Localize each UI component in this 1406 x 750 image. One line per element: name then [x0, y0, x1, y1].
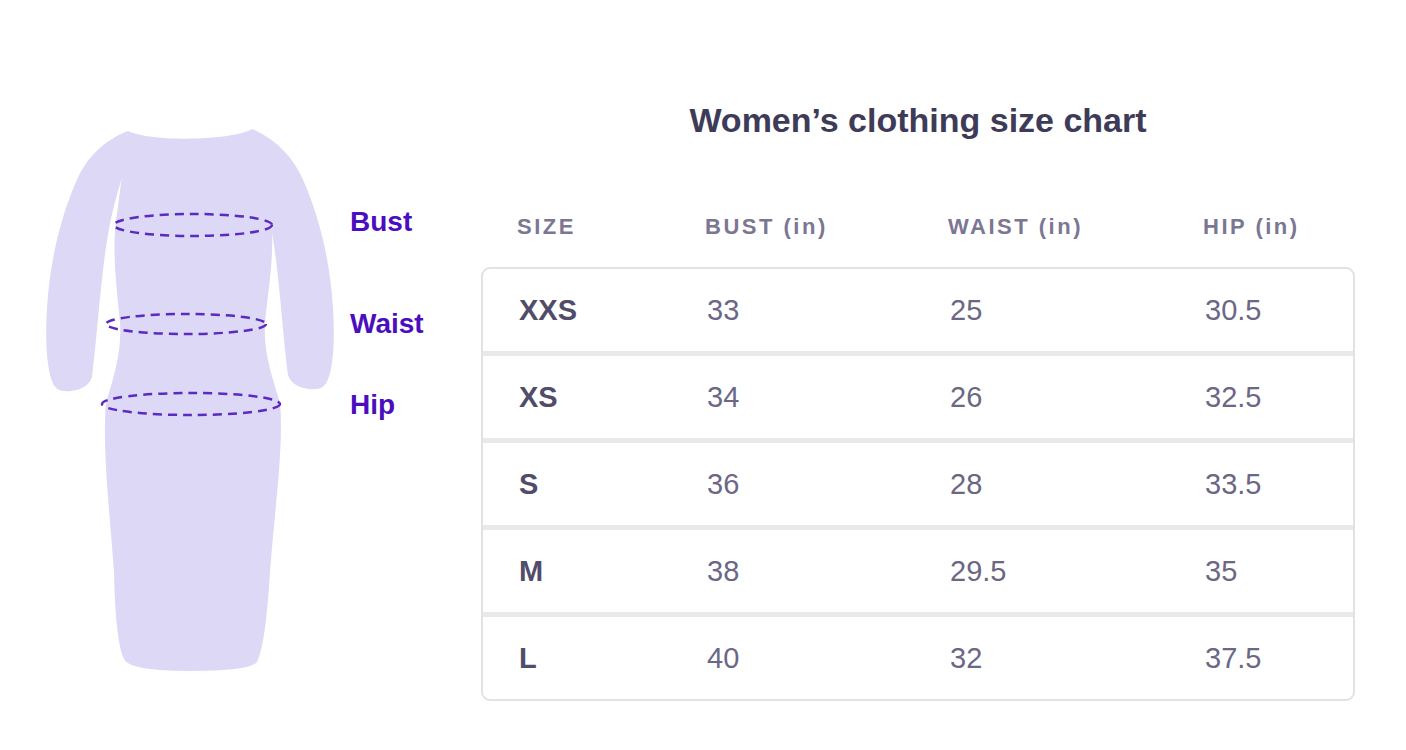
bust-value: 38	[671, 555, 914, 588]
column-header-waist: WAIST (in)	[912, 214, 1167, 240]
table-header-row: SIZE BUST (in) WAIST (in) HIP (in)	[481, 214, 1355, 240]
hip-label: Hip	[350, 391, 395, 419]
size-value: L	[483, 642, 671, 675]
table-row: L 40 32 37.5	[483, 612, 1353, 699]
table-row: XXS 33 25 30.5	[483, 269, 1353, 351]
bust-value: 33	[671, 294, 914, 327]
dress-illustration: Bust Waist Hip	[0, 0, 470, 750]
bust-value: 40	[671, 642, 914, 675]
page-title: Women’s clothing size chart	[481, 100, 1355, 141]
column-header-bust: BUST (in)	[669, 214, 912, 240]
size-chart-page: Bust Waist Hip Women’s clothing size cha…	[0, 0, 1406, 750]
waist-value: 32	[914, 642, 1169, 675]
waist-value: 26	[914, 381, 1169, 414]
hip-value: 35	[1169, 555, 1353, 588]
table-row: M 38 29.5 35	[483, 525, 1353, 612]
table-row: XS 34 26 32.5	[483, 351, 1353, 438]
size-value: M	[483, 555, 671, 588]
waist-value: 28	[914, 468, 1169, 501]
bust-value: 34	[671, 381, 914, 414]
hip-value: 37.5	[1169, 642, 1353, 675]
column-header-hip: HIP (in)	[1167, 214, 1355, 240]
column-header-size: SIZE	[481, 214, 669, 240]
size-value: S	[483, 468, 671, 501]
bust-value: 36	[671, 468, 914, 501]
hip-value: 33.5	[1169, 468, 1353, 501]
table-row: S 36 28 33.5	[483, 438, 1353, 525]
size-value: XXS	[483, 294, 671, 327]
dress-silhouette-svg	[0, 0, 470, 750]
waist-value: 25	[914, 294, 1169, 327]
bust-label: Bust	[350, 208, 412, 236]
waist-label: Waist	[350, 310, 424, 338]
hip-value: 30.5	[1169, 294, 1353, 327]
size-value: XS	[483, 381, 671, 414]
hip-value: 32.5	[1169, 381, 1353, 414]
waist-value: 29.5	[914, 555, 1169, 588]
dress-body	[105, 129, 281, 671]
size-table: XXS 33 25 30.5 XS 34 26 32.5 S 36 28 33.…	[481, 267, 1355, 701]
